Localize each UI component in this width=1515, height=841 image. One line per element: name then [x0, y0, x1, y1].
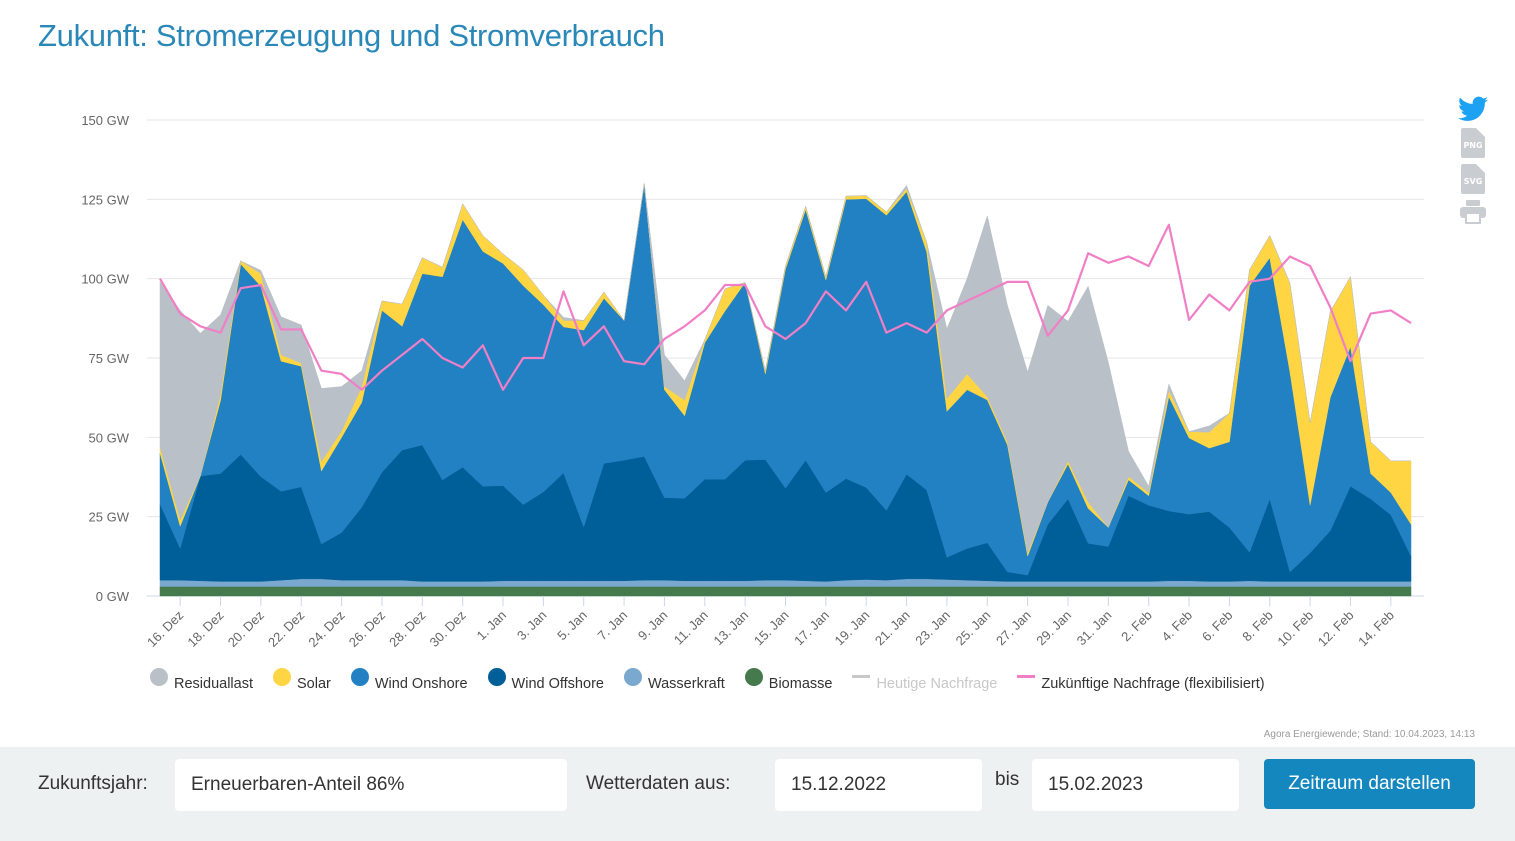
y-tick-label: 125 GW [81, 192, 129, 207]
x-tick-label: 12. Feb [1315, 608, 1357, 650]
area-biomasse [159, 586, 1412, 597]
y-tick-label: 25 GW [89, 510, 130, 525]
future-year-label: Zukunftsjahr: [38, 773, 148, 794]
x-tick-label: 25. Jan [953, 608, 994, 649]
x-tick-label: 11. Jan [671, 608, 711, 648]
legend-label: Solar [297, 676, 331, 692]
x-tick-label: 4. Feb [1158, 608, 1195, 645]
controls-bar: Zukunftsjahr: Erneuerbaren-Anteil 86% We… [0, 747, 1515, 841]
svg-download-icon[interactable]: SVG [1456, 164, 1490, 194]
x-tick-label: 23. Jan [912, 608, 953, 649]
x-tick-label: 22. Dez [265, 608, 307, 650]
source-note: Agora Energiewende; Stand: 10.04.2023, 1… [1263, 729, 1475, 740]
legend-dot-icon [273, 668, 291, 686]
x-tick-label: 29. Jan [1033, 608, 1074, 649]
chart-legend: Residuallast Solar Wind Onshore Wind Offsho… [150, 668, 1285, 692]
x-tick-label: 14. Feb [1355, 608, 1397, 650]
line-zukuenftige-nachfrage [159, 223, 1412, 391]
legend-item[interactable]: Heutige Nachfrage [852, 675, 997, 692]
area-residuallast [159, 183, 1411, 554]
legend-label: Zukünftige Nachfrage (flexibilisiert) [1041, 676, 1265, 692]
legend-label: Wasserkraft [647, 676, 725, 692]
show-period-button[interactable]: Zeitraum darstellen [1264, 759, 1475, 809]
x-tick-label: 10. Feb [1274, 608, 1316, 650]
x-tick-label: 16. Dez [144, 608, 186, 650]
share-toolbar: PNG SVG [1456, 96, 1490, 230]
legend-label: Residuallast [174, 676, 253, 692]
print-icon[interactable] [1456, 200, 1490, 224]
x-tick-label: 7. Jan [595, 608, 631, 644]
x-tick-label: 18. Dez [184, 608, 226, 650]
legend-dot-icon [350, 668, 369, 686]
stacked-area-chart: 0 GW 25 GW 50 GW 75 GW 100 GW 125 GW 150 GW 16.… [81, 113, 1424, 650]
legend-item[interactable]: Wasserkraft [623, 668, 725, 692]
svg-text:PNG: PNG [1463, 141, 1482, 150]
date-from-input[interactable]: 15.12.2022 [775, 759, 982, 811]
page-title: Zukunft: Stromerzeugung und Stromverbrau… [38, 18, 665, 53]
png-download-icon[interactable]: PNG [1456, 128, 1490, 158]
x-tick-label: 5. Jan [554, 608, 590, 644]
y-tick-label: 50 GW [89, 430, 130, 445]
svg-text:SVG: SVG [1464, 177, 1483, 186]
y-tick-label: 75 GW [89, 351, 130, 366]
legend-dot-icon [487, 668, 506, 686]
date-to-input[interactable]: 15.02.2023 [1032, 759, 1239, 811]
x-tick-label: 1. Jan [473, 608, 509, 644]
x-tick-label: 26. Dez [346, 608, 388, 650]
legend-line-icon [1017, 675, 1036, 678]
y-tick-label: 150 GW [81, 113, 129, 128]
x-tick-label: 6. Feb [1199, 608, 1236, 645]
twitter-icon[interactable] [1456, 96, 1490, 122]
legend-item[interactable]: Zukünftige Nachfrage (flexibilisiert) [1017, 675, 1265, 692]
y-tick-label: 0 GW [96, 589, 130, 604]
legend-dot-icon [744, 668, 763, 686]
legend-label: Biomasse [768, 676, 833, 692]
x-tick-label: 20. Dez [225, 608, 267, 650]
x-tick-label: 15. Jan [751, 608, 792, 649]
x-tick-label: 31. Jan [1074, 608, 1115, 649]
legend-label: Wind Offshore [511, 676, 604, 692]
x-tick-label: 9. Jan [635, 608, 671, 644]
legend-item[interactable]: Solar [273, 668, 331, 692]
legend-dot-icon [150, 668, 168, 686]
future-year-select[interactable]: Erneuerbaren-Anteil 86% [175, 759, 567, 811]
legend-item[interactable]: Wind Offshore [487, 668, 604, 692]
x-tick-label: 28. Dez [386, 608, 428, 650]
x-tick-label: 19. Jan [832, 608, 873, 649]
legend-item[interactable]: Residuallast [150, 668, 253, 692]
legend-label: Heutige Nachfrage [876, 676, 998, 692]
legend-item[interactable]: Wind Onshore [350, 668, 468, 692]
legend-label: Wind Onshore [374, 676, 468, 692]
legend-dot-icon [623, 668, 642, 686]
x-tick-label: 8. Feb [1239, 608, 1276, 645]
x-tick-label: 21. Jan [872, 608, 913, 649]
x-tick-label: 17. Jan [791, 608, 832, 649]
bis-label: bis [995, 769, 1020, 790]
weather-data-label: Wetterdaten aus: [586, 773, 731, 794]
x-tick-label: 13. Jan [710, 608, 751, 649]
x-tick-label: 3. Jan [514, 608, 550, 644]
legend-item[interactable]: Biomasse [744, 668, 833, 692]
y-tick-label: 100 GW [81, 272, 129, 287]
x-tick-label: 2. Feb [1118, 608, 1155, 645]
x-tick-label: 30. Dez [426, 608, 468, 650]
x-tick-label: 27. Jan [993, 608, 1034, 649]
legend-line-icon [852, 675, 871, 678]
x-tick-label: 24. Dez [305, 608, 347, 650]
